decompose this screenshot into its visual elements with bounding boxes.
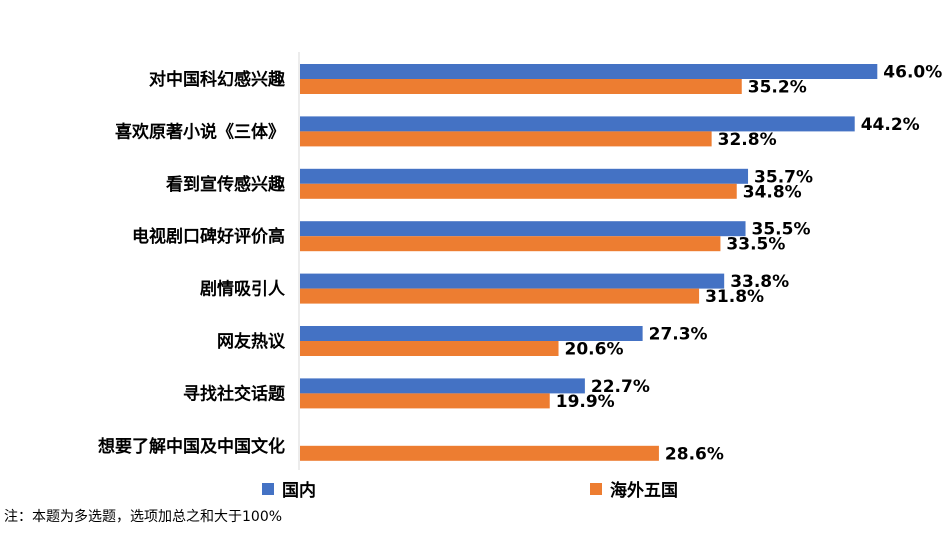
data-label: 34.8% — [743, 182, 802, 202]
bar-overseas — [300, 131, 712, 147]
bar-overseas — [300, 183, 737, 199]
bar-chart: 对中国科幻感兴趣 46.0% 35.2% 喜欢原著小说《三体》 44.2% 32.8% 看到… — [98, 52, 942, 470]
bar-overseas — [300, 341, 559, 356]
data-label: 35.7% — [754, 167, 813, 187]
data-label: 44.2% — [861, 115, 920, 135]
category-label: 想要了解中国及中国文化 — [98, 436, 285, 457]
data-label: 20.6% — [565, 340, 624, 360]
category-label: 剧情吸引人 — [200, 279, 286, 300]
bar-overseas — [300, 236, 721, 252]
bar-overseas — [300, 393, 550, 409]
legend-item-overseas: 海外五国 — [590, 476, 678, 501]
data-label: 35.2% — [748, 78, 807, 98]
category-label: 对中国科幻感兴趣 — [149, 69, 286, 90]
legend-swatch-domestic — [262, 482, 274, 495]
data-label: 32.8% — [718, 130, 777, 150]
bar-domestic — [300, 64, 878, 79]
category-label: 寻找社交话题 — [183, 383, 286, 404]
category-label: 看到宣传感兴趣 — [165, 174, 286, 195]
bar-domestic — [300, 326, 643, 341]
category-label: 电视剧口碑好评价高 — [132, 226, 285, 247]
bar-overseas — [300, 79, 742, 94]
bar-overseas — [300, 445, 659, 461]
bar-domestic — [300, 168, 749, 184]
data-label: 27.3% — [649, 325, 708, 345]
bar-domestic — [300, 116, 855, 132]
footnote: 注：本题为多选题，选项加总之和大于100% — [4, 509, 283, 525]
data-label: 19.9% — [556, 392, 615, 412]
data-label: 33.8% — [730, 272, 789, 292]
category-label: 网友热议 — [217, 331, 286, 352]
category-label: 喜欢原著小说《三体》 — [115, 121, 285, 142]
legend-swatch-overseas — [590, 482, 602, 495]
legend-item-domestic: 国内 — [262, 476, 316, 501]
legend-label-domestic: 国内 — [282, 481, 316, 501]
data-label: 22.7% — [591, 377, 650, 397]
bar-domestic — [300, 273, 725, 289]
data-label: 35.5% — [752, 220, 811, 240]
data-label: 28.6% — [665, 444, 724, 464]
bar-overseas — [300, 288, 700, 304]
bar-domestic — [300, 221, 746, 237]
legend-label-overseas: 海外五国 — [610, 481, 678, 501]
data-label: 33.5% — [726, 235, 785, 255]
data-label: 31.8% — [705, 287, 764, 307]
bar-domestic — [300, 378, 585, 394]
data-label: 46.0% — [883, 63, 942, 83]
